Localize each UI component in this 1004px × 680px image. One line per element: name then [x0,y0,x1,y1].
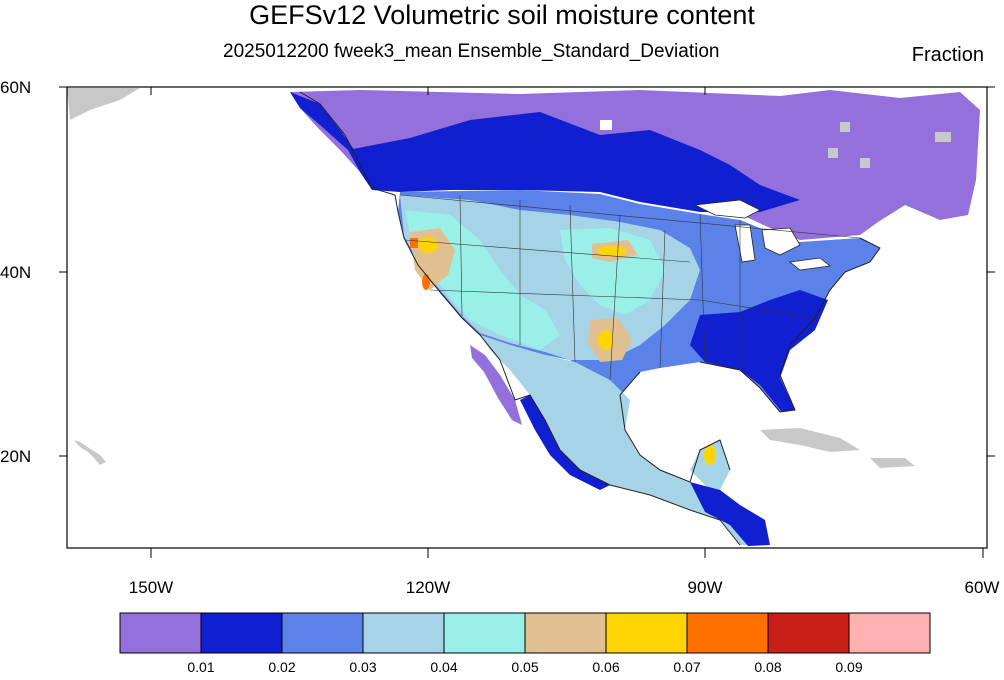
colorbar-label: 0.04 [430,659,457,675]
lat-label-20n: 20N [0,447,31,466]
axis-ticks [59,86,995,558]
hawaii-islands [74,440,106,465]
colorbar-swatch [767,612,850,654]
baja-california [470,345,522,425]
colorbar-swatch [281,612,364,654]
south-canada-region [348,112,800,212]
oregon-peak [410,238,418,248]
great-basin-peak [418,237,438,253]
alaska-coast [67,88,140,120]
colorbar-label: 0.09 [835,659,862,675]
lat-label-40n: 40N [0,263,31,282]
colorbar-swatch [362,612,445,654]
mexico-west-coast [520,395,610,490]
missing-cell [860,158,870,168]
lon-label-120w: 120W [406,578,450,597]
map-title: GEFSv12 Volumetric soil moisture content [249,0,755,30]
alaska-panhandle [290,92,360,158]
map-subtitle: 2025012200 fweek3_mean Ensemble_Standard… [223,41,720,62]
lat-label-60n: 60N [0,78,31,97]
central-america [690,482,770,546]
southeast-region [690,290,828,412]
colorbar-label: 0.01 [187,659,214,675]
colorbar-swatch [605,612,688,654]
colorbar-swatch [119,612,202,654]
colorbar-swatch [524,612,607,654]
state-borders [399,194,861,381]
map-frame [66,86,988,549]
plains-region [560,228,665,315]
colorbar-label: 0.05 [511,659,538,675]
colorbar-swatch [848,612,931,654]
lon-label-90w: 90W [688,578,723,597]
units-label: Fraction [911,44,984,66]
colorbar-label: 0.08 [754,659,781,675]
cuba-island [760,428,860,452]
colorbar-swatch [200,612,283,654]
missing-cell [935,132,951,142]
missing-cell [840,122,850,132]
missing-cell [828,148,838,158]
mexico-region [480,335,765,545]
colorbar-swatch [443,612,526,654]
colorbar-label: 0.02 [268,659,295,675]
hispaniola-island [870,458,915,468]
yucatan-peak [704,445,716,465]
lon-label-60w: 60W [965,578,1000,597]
california-peak [422,274,430,290]
colorbar-label: 0.06 [592,659,619,675]
colorbar: 0.01 0.02 0.03 0.04 0.05 0.06 0.07 0.08 0.09 [119,612,931,675]
missing-cell [600,120,612,130]
lon-label-150w: 150W [129,578,173,597]
map-plot-area [67,87,987,548]
colorbar-swatch [686,612,769,654]
nebraska-peak [597,246,627,256]
great-lakes [693,199,831,271]
north-america-coastline [299,91,881,546]
texas-peak [598,330,614,350]
colorbar-label: 0.03 [349,659,376,675]
colorbar-label: 0.07 [673,659,700,675]
